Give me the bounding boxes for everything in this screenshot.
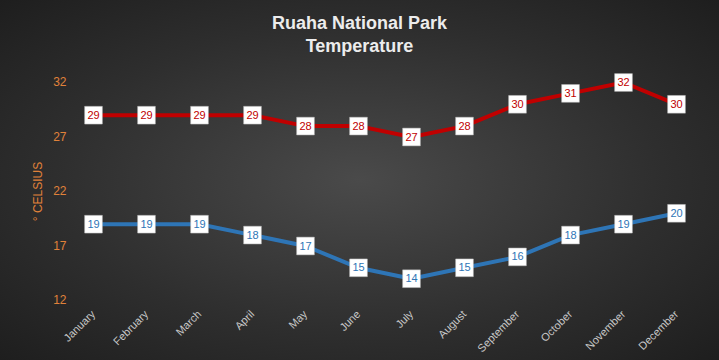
svg-text:October: October xyxy=(538,308,574,344)
svg-text:April: April xyxy=(232,308,256,332)
svg-text:28: 28 xyxy=(299,120,311,132)
svg-text:17: 17 xyxy=(53,239,67,253)
svg-text:16: 16 xyxy=(511,250,523,262)
svg-text:32: 32 xyxy=(617,76,629,88)
svg-text:19: 19 xyxy=(617,218,629,230)
svg-text:November: November xyxy=(583,308,628,353)
svg-text:May: May xyxy=(286,307,310,331)
svg-text:° CELSIUS: ° CELSIUS xyxy=(31,162,45,221)
svg-text:18: 18 xyxy=(246,229,258,241)
svg-text:28: 28 xyxy=(458,120,470,132)
svg-text:17: 17 xyxy=(299,240,311,252)
svg-text:28: 28 xyxy=(352,120,364,132)
html-text:Ruaha National Park Temperatur: Ruaha National Park Temperature xyxy=(272,13,447,56)
svg-text:20: 20 xyxy=(670,207,682,219)
svg-text:June: June xyxy=(337,308,362,333)
svg-text:18: 18 xyxy=(564,229,576,241)
svg-text:19: 19 xyxy=(140,218,152,230)
svg-text:27: 27 xyxy=(53,130,67,144)
svg-text:15: 15 xyxy=(458,261,470,273)
svg-text:March: March xyxy=(173,308,203,338)
svg-text:19: 19 xyxy=(87,218,99,230)
svg-text:February: February xyxy=(111,307,151,347)
svg-text:32: 32 xyxy=(53,75,67,89)
svg-text:29: 29 xyxy=(140,109,152,121)
svg-text:January: January xyxy=(61,307,98,344)
svg-text:19: 19 xyxy=(193,218,205,230)
svg-text:31: 31 xyxy=(564,87,576,99)
svg-text:14: 14 xyxy=(405,272,417,284)
svg-text:30: 30 xyxy=(511,98,523,110)
svg-text:27: 27 xyxy=(405,131,417,143)
svg-text:December: December xyxy=(636,308,681,353)
svg-text:12: 12 xyxy=(53,293,67,307)
svg-text:29: 29 xyxy=(246,109,258,121)
svg-text:July: July xyxy=(393,307,416,330)
svg-text:22: 22 xyxy=(53,184,67,198)
svg-text:30: 30 xyxy=(670,98,682,110)
svg-text:15: 15 xyxy=(352,261,364,273)
svg-text:29: 29 xyxy=(87,109,99,121)
svg-text:September: September xyxy=(475,308,522,355)
svg-text:29: 29 xyxy=(193,109,205,121)
svg-text:August: August xyxy=(436,308,469,341)
